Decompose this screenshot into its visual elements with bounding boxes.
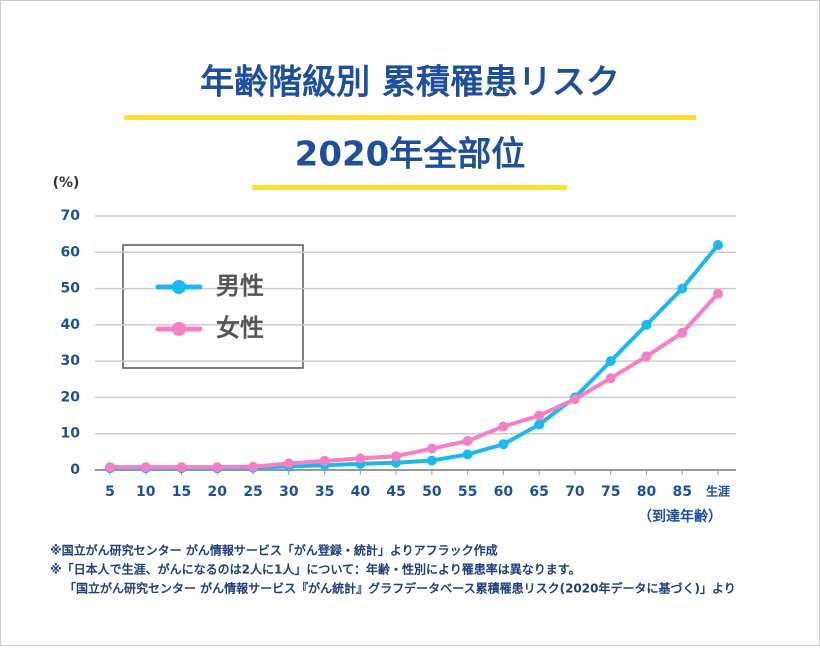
data-point (212, 462, 223, 473)
data-point (605, 356, 616, 367)
data-point (426, 455, 437, 466)
x-tick-label: 40 (351, 484, 371, 500)
x-tick-label: 35 (315, 484, 334, 500)
data-point (391, 451, 402, 462)
y-tick-label: 70 (61, 208, 81, 224)
data-point (534, 419, 545, 430)
x-tick-label: 5 (105, 484, 115, 500)
x-tick-label: 50 (422, 484, 442, 500)
note: ※「日本人で生涯、がんになるのは2人に1人」について：年齢・性別により罹患率は異… (50, 562, 581, 577)
legend-swatch (172, 322, 186, 336)
data-point (569, 394, 580, 405)
data-point (426, 443, 437, 454)
data-point (319, 455, 330, 466)
data-point (534, 410, 545, 421)
x-tick-label: 75 (601, 484, 620, 500)
y-tick-label: 10 (61, 426, 81, 442)
x-tick-label: 70 (565, 484, 585, 500)
data-point (677, 327, 688, 338)
x-tick-label: 15 (172, 484, 191, 500)
x-tick-label: 20 (208, 484, 228, 500)
data-point (462, 435, 473, 446)
x-tick-label: 65 (529, 484, 548, 500)
data-point (605, 373, 616, 384)
y-tick-label: 50 (61, 281, 81, 297)
x-tick-label: 55 (458, 484, 477, 500)
data-point (105, 462, 115, 473)
data-point (713, 288, 723, 299)
chart-subtitle: 2020年全部位 (295, 135, 526, 175)
chart-title: 年齢階級別 累積罹患リスク (200, 63, 620, 103)
x-tick-label: 60 (494, 484, 514, 500)
y-tick-label: 0 (70, 462, 80, 478)
legend-label: 男性 (216, 272, 264, 300)
legend-swatch (172, 280, 186, 294)
x-tick-label: 80 (637, 484, 657, 500)
y-tick-label: 40 (61, 317, 81, 333)
data-point (677, 283, 688, 294)
y-tick-label: 20 (61, 389, 81, 405)
subtitle-underline (252, 185, 567, 190)
data-point (462, 449, 473, 460)
data-point (498, 421, 509, 432)
x-tick-label: 25 (243, 484, 262, 500)
data-point (140, 462, 151, 473)
x-tick-label: 生涯 (706, 484, 730, 499)
x-tick-label: 85 (672, 484, 691, 500)
series-line (110, 292, 720, 470)
data-point (176, 462, 187, 473)
data-point (248, 461, 259, 472)
x-tick-label: 10 (136, 484, 156, 500)
data-point (713, 240, 723, 251)
data-point (355, 453, 366, 464)
legend-box (122, 244, 304, 369)
note: ※国立がん研究センター がん情報サービス「がん登録・統計」よりアフラック作成 (50, 543, 498, 558)
y-tick-label: 60 (61, 244, 81, 260)
y-axis-label: (%) (53, 175, 80, 191)
y-tick-label: 30 (61, 353, 81, 369)
data-point (283, 458, 294, 469)
note: 「国立がん研究センター がん情報サービス『がん統計』グラフデータベース累積罹患リ… (64, 581, 736, 596)
data-point (641, 319, 652, 330)
title-underline (124, 115, 696, 120)
x-axis-label: （到達年齢） (638, 508, 722, 525)
data-point (498, 439, 509, 450)
x-tick-label: 45 (386, 484, 405, 500)
legend-label: 女性 (216, 314, 264, 342)
data-point (641, 351, 652, 362)
x-tick-label: 30 (279, 484, 299, 500)
